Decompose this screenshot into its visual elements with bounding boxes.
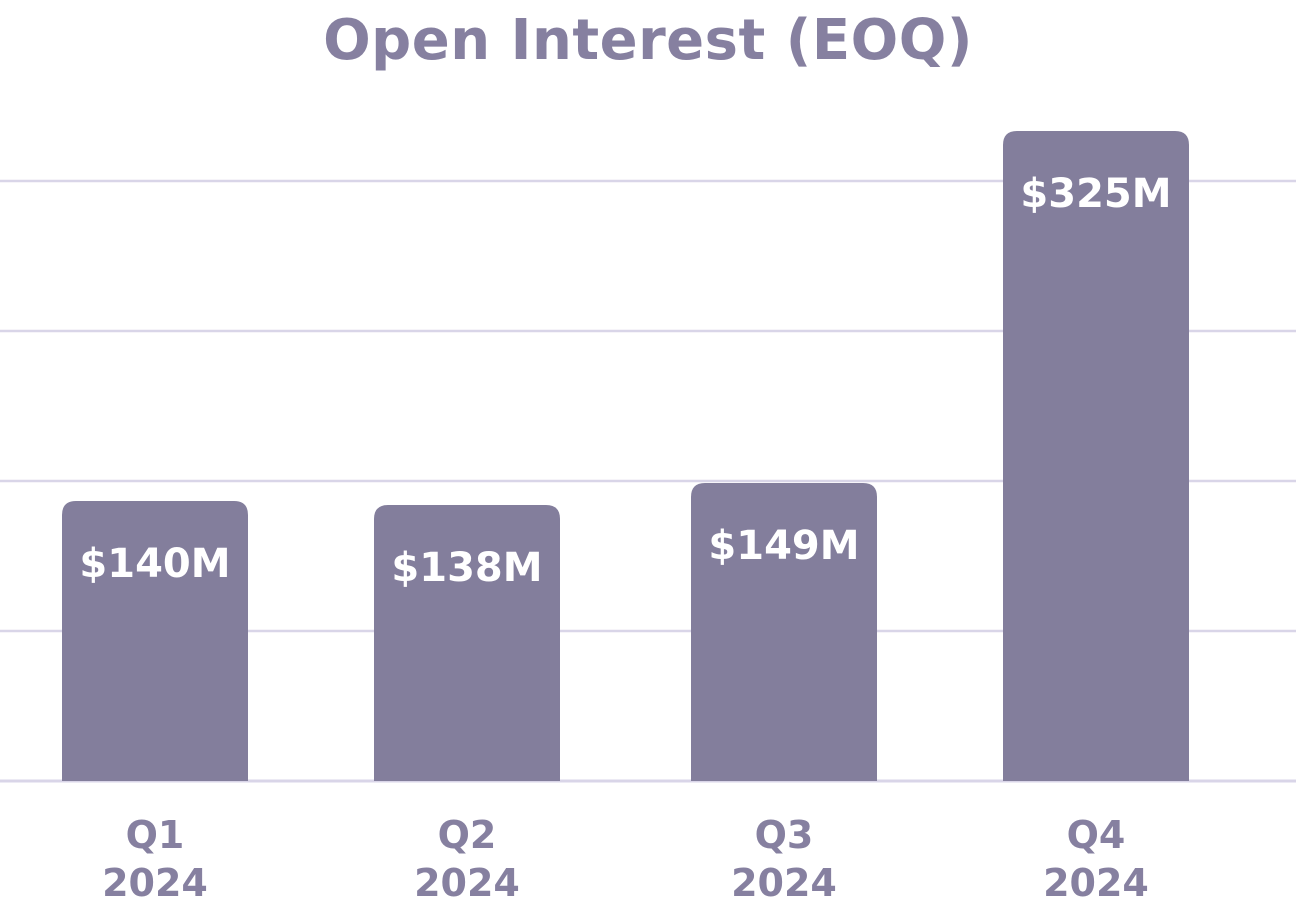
bar-value-label-q1: $140M [79,541,230,587]
x-tick-label-quarter-4: Q4 [1067,813,1126,857]
x-tick-label-quarter-2: Q2 [438,813,497,857]
x-tick-label-year-3: 2024 [731,861,837,900]
bar-q4 [1003,131,1189,781]
x-tick-label-year-2: 2024 [414,861,520,900]
x-tick-label-quarter-1: Q1 [126,813,185,857]
bar-q1 [62,501,248,781]
chart-title: Open Interest (EOQ) [323,8,973,73]
bar-value-label-q4: $325M [1020,171,1171,217]
x-tick-label-year-1: 2024 [102,861,208,900]
bar-q3 [691,483,877,781]
bar-q2 [374,505,560,781]
bar-value-label-q3: $149M [708,523,859,569]
x-tick-label-quarter-3: Q3 [755,813,814,857]
bar-value-label-q2: $138M [391,545,542,591]
x-tick-label-year-4: 2024 [1043,861,1149,900]
